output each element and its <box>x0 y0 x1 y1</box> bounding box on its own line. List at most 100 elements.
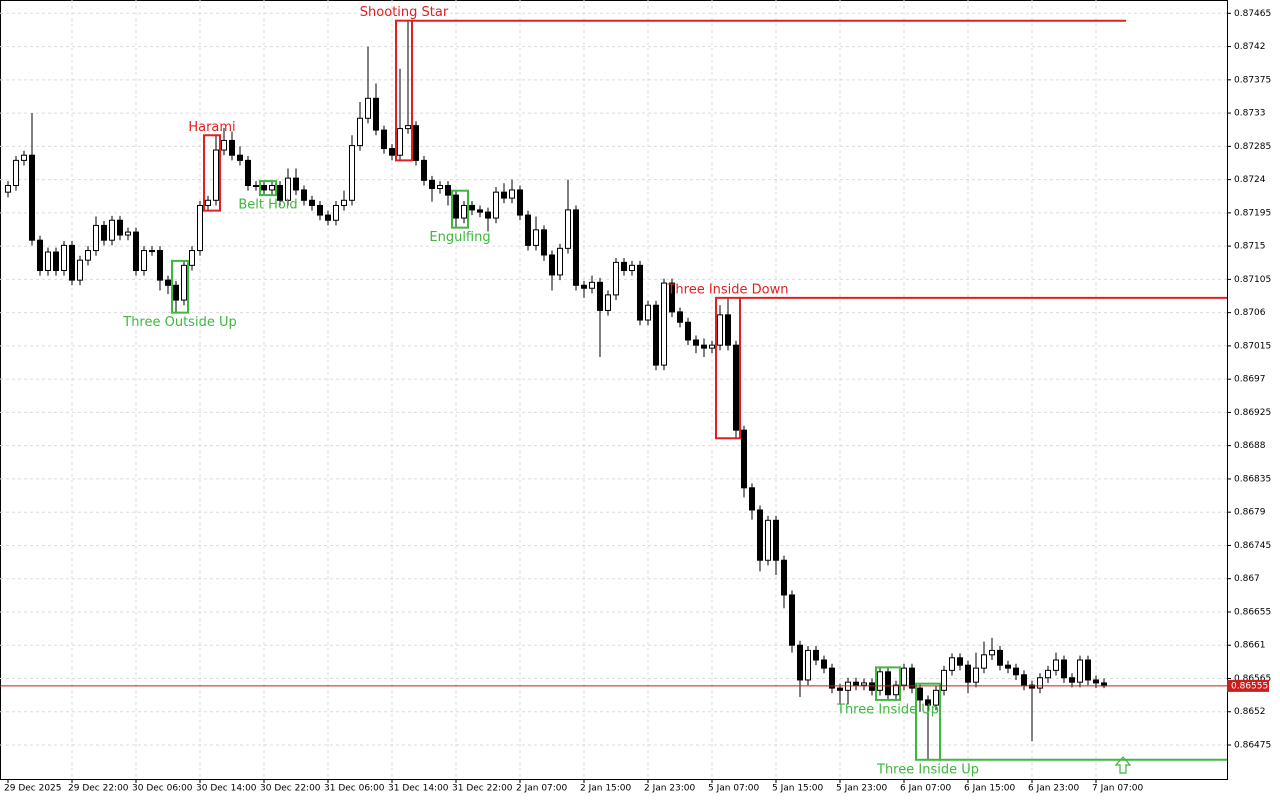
pattern-box <box>203 134 221 212</box>
pattern-box <box>395 19 413 162</box>
x-tick-label: 6 Jan 15:00 <box>964 784 1016 794</box>
candle-body <box>525 214 531 246</box>
candle-body <box>549 254 555 276</box>
up-arrow <box>1114 756 1132 774</box>
y-tick-label: 0.8715 <box>1234 242 1266 252</box>
y-tick-label: 0.87285 <box>1234 142 1271 152</box>
candle-body <box>493 191 499 219</box>
candle-body <box>333 204 339 221</box>
y-tick-label: 0.87105 <box>1234 275 1271 285</box>
candle-body <box>93 224 99 252</box>
x-tick-label: 30 Dec 06:00 <box>132 784 193 794</box>
candle-body <box>373 97 379 131</box>
candle-body <box>813 649 819 661</box>
candle-body <box>741 429 747 489</box>
candle-body <box>581 284 587 289</box>
candle-body <box>189 250 195 266</box>
pattern-label: Three Outside Up <box>122 315 236 330</box>
candle-body <box>541 229 547 256</box>
x-tick-label: 6 Jan 23:00 <box>1028 784 1080 794</box>
candle-body <box>77 259 83 281</box>
candle-body <box>173 284 179 301</box>
candle-body <box>805 649 811 681</box>
y-tick-label: 0.8661 <box>1234 641 1266 651</box>
candle-body <box>413 125 419 161</box>
candle-body <box>21 154 27 161</box>
pattern-box <box>715 296 741 440</box>
candle-body <box>45 251 51 272</box>
y-tick-label: 0.86655 <box>1234 607 1271 617</box>
y-tick-label: 0.87375 <box>1234 75 1271 85</box>
candle-body <box>589 281 595 289</box>
candle-body <box>509 189 515 199</box>
candle-body <box>349 145 355 201</box>
candle-body <box>957 657 963 666</box>
candle-body <box>917 687 923 701</box>
y-tick-label: 0.87015 <box>1234 341 1271 351</box>
pattern-box <box>171 259 189 314</box>
candle-body <box>877 671 883 691</box>
candle-body <box>229 139 235 156</box>
candle-body <box>797 644 803 681</box>
y-tick-label: 0.8706 <box>1234 308 1266 318</box>
candle-body <box>429 179 435 189</box>
candle-body <box>125 231 131 236</box>
candle-body <box>749 487 755 511</box>
candle-body <box>477 209 483 213</box>
x-tick-label: 6 Jan 07:00 <box>900 784 952 794</box>
x-tick-label: 2 Jan 23:00 <box>644 784 696 794</box>
candle-body <box>1021 674 1027 686</box>
pattern-box <box>915 682 941 761</box>
candle-body <box>37 239 43 272</box>
candle-body <box>725 314 731 346</box>
candle-body <box>517 189 523 216</box>
candle-body <box>261 185 267 191</box>
y-tick-label: 0.8733 <box>1234 109 1266 119</box>
y-tick-label: 0.8697 <box>1234 375 1266 385</box>
candle-body <box>469 204 475 211</box>
candle-body <box>677 311 683 323</box>
current-price-label: 0.86555 <box>1231 681 1268 691</box>
candle-body <box>789 594 795 646</box>
pattern-box <box>875 666 901 701</box>
candle-body <box>269 185 275 191</box>
candle-body <box>181 264 187 301</box>
candle-body <box>941 669 947 691</box>
candle-body <box>5 185 11 193</box>
y-tick-label: 0.8742 <box>1234 42 1266 52</box>
candle-body <box>85 250 91 261</box>
candle-body <box>973 667 979 683</box>
candle-body <box>701 344 707 349</box>
candle-body <box>117 219 123 236</box>
pattern-label: Three Inside Up <box>836 702 939 717</box>
y-tick-label: 0.867 <box>1234 574 1260 584</box>
pattern-box <box>451 189 469 229</box>
candle-body <box>437 185 443 189</box>
candle-body <box>1069 677 1075 683</box>
x-tick-label: 31 Dec 22:00 <box>452 784 513 794</box>
candle-body <box>621 261 627 272</box>
candle-body <box>965 664 971 683</box>
candle-body <box>69 244 75 281</box>
candle-body <box>221 139 227 151</box>
y-tick-label: 0.86835 <box>1234 474 1271 484</box>
x-tick-label: 31 Dec 14:00 <box>388 784 449 794</box>
candle-body <box>1077 659 1083 683</box>
candle-body <box>573 209 579 286</box>
candle-body <box>637 264 643 321</box>
candle-body <box>389 148 395 156</box>
candle-body <box>205 199 211 206</box>
candle-body <box>733 344 739 431</box>
candle-body <box>317 204 323 216</box>
candle-body <box>405 125 411 130</box>
pattern-label: Harami <box>188 120 235 135</box>
candle-body <box>1053 659 1059 671</box>
candle-body <box>653 304 659 366</box>
candle-body <box>133 231 139 272</box>
candle-body <box>709 344 715 349</box>
candle-body <box>861 682 867 686</box>
candle-body <box>501 191 507 199</box>
x-tick-label: 5 Jan 15:00 <box>772 784 824 794</box>
y-tick-label: 0.86565 <box>1234 674 1271 684</box>
candle-body <box>613 261 619 296</box>
